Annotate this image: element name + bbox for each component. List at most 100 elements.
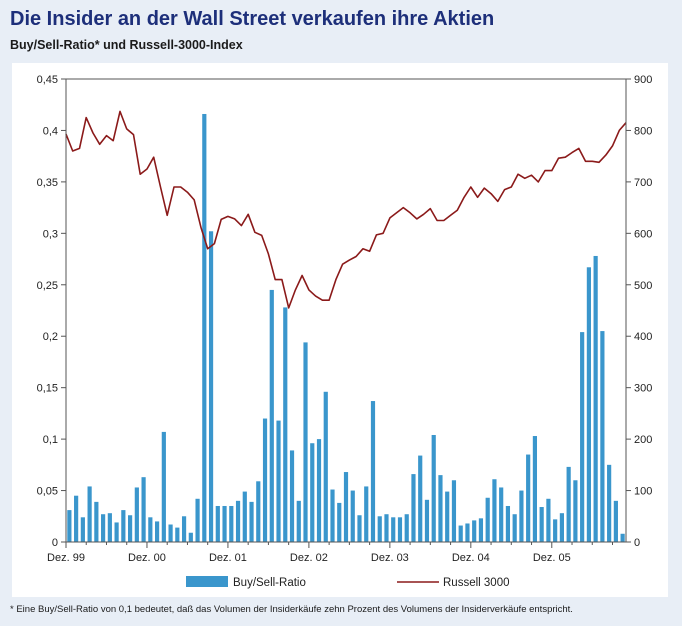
right-tick-label: 700 [634,177,652,189]
ratio-bar [451,480,457,542]
ratio-bar [593,255,598,543]
ratio-bar [337,502,342,542]
ratio-bar [553,519,558,542]
ratio-bar [303,342,308,542]
right-tick-label: 100 [634,486,652,498]
ratio-bar [175,527,180,542]
left-axis: 0 0,05 0,1 0,15 0,2 0,25 0,3 0,35 0,4 0,45 [37,74,66,549]
ratio-bar [586,267,591,542]
ratio-bar [101,514,106,542]
x-axis: Dez. 99 Dez. 00 Dez. 01 Dez. 02 Dez. 03 Dez. … [47,542,614,564]
ratio-bar [256,481,261,542]
legend-line-label: Russell 3000 [443,577,509,589]
ratio-bar [276,420,281,542]
legend-bar-swatch [186,576,228,587]
ratio-bar [222,505,227,542]
ratio-bar [87,486,92,542]
legend: Buy/Sell-Ratio Russell 3000 [186,576,509,589]
left-tick-label: 0 [52,537,58,549]
chart-title: Die Insider an der Wall Street verkaufen… [10,8,495,30]
left-tick-label: 0,1 [43,434,58,446]
left-tick-label: 0,3 [43,228,58,240]
ratio-bar [418,455,423,542]
ratio-bar [519,490,524,542]
ratio-bar [391,517,396,542]
ratio-bar [94,501,99,542]
ratio-bar [269,289,274,542]
ratio-bar [202,113,207,542]
ratio-bar [323,391,328,542]
ratio-bar [283,307,288,542]
ratio-bar [411,474,416,542]
footnote: * Eine Buy/Sell-Ratio von 0,1 bedeutet, … [10,604,573,615]
russell-line [65,110,627,309]
ratio-bar [505,505,511,542]
left-tick-label: 0,25 [37,280,58,292]
ratio-bar [465,523,470,542]
ratio-bar [80,517,85,542]
ratio-bar [580,332,585,542]
ratio-bar [512,514,517,542]
ratio-bar [607,464,612,542]
ratio-bar [438,475,443,542]
chart-subtitle: Buy/Sell-Ratio* und Russell-3000-Index [10,38,243,52]
right-tick-label: 200 [634,434,652,446]
ratio-bar [431,434,436,542]
ratio-bar [499,487,504,542]
ratio-bar [600,331,605,542]
ratio-bar [121,510,126,542]
ratio-bar [377,516,382,542]
ratio-bar [161,431,166,542]
right-tick-label: 600 [634,228,652,240]
ratio-bar [357,515,362,542]
ratio-bar [141,477,146,542]
right-tick-label: 400 [634,331,652,343]
ratio-bar [168,524,173,542]
ratio-bar [424,499,430,542]
left-tick-label: 0,4 [43,125,58,137]
ratio-bar [478,518,484,542]
ratio-bar [458,525,463,542]
ratio-bar [215,505,220,542]
ratio-bar [310,443,315,542]
left-tick-label: 0,05 [37,486,58,498]
ratio-bar [573,480,578,542]
x-tick-label: Dez. 04 [452,552,490,564]
x-tick-label: Dez. 03 [371,552,409,564]
ratio-bar [404,514,409,542]
ratio-bar [613,500,618,542]
ratio-bar [384,514,389,542]
ratio-bar [546,498,551,542]
x-tick-label: Dez. 99 [47,552,85,564]
ratio-bar [262,418,268,542]
right-tick-label: 0 [634,537,640,549]
ratio-bar [208,231,214,542]
ratio-bar [620,533,625,542]
x-tick-label: Dez. 01 [209,552,247,564]
x-tick-label: Dez. 05 [533,552,571,564]
chart-panel: 0 0,05 0,1 0,15 0,2 0,25 0,3 0,35 0,4 0,45 0 100 20… [12,63,668,597]
ratio-bar [316,439,322,542]
ratio-bar [330,489,335,542]
right-axis: 0 100 200 300 400 500 600 700 800 900 [626,74,652,549]
x-tick-label: Dez. 02 [290,552,328,564]
ratio-bar [532,436,538,542]
plot-frame [65,78,627,543]
legend-bar-label: Buy/Sell-Ratio [233,577,306,589]
right-tick-label: 800 [634,125,652,137]
ratio-bar [67,510,72,542]
left-tick-label: 0,15 [37,383,58,395]
ratio-bar [235,500,241,542]
right-tick-label: 300 [634,383,652,395]
ratio-bar [526,454,531,542]
ratio-bar [445,491,450,542]
ratio-bar [343,472,349,542]
ratio-bar [148,517,153,542]
bar-series [67,113,625,543]
left-tick-label: 0,35 [37,177,58,189]
ratio-bar [249,501,254,542]
ratio-bar [492,479,497,542]
ratio-bar [350,490,355,542]
ratio-bar [566,466,571,542]
right-tick-label: 500 [634,280,652,292]
